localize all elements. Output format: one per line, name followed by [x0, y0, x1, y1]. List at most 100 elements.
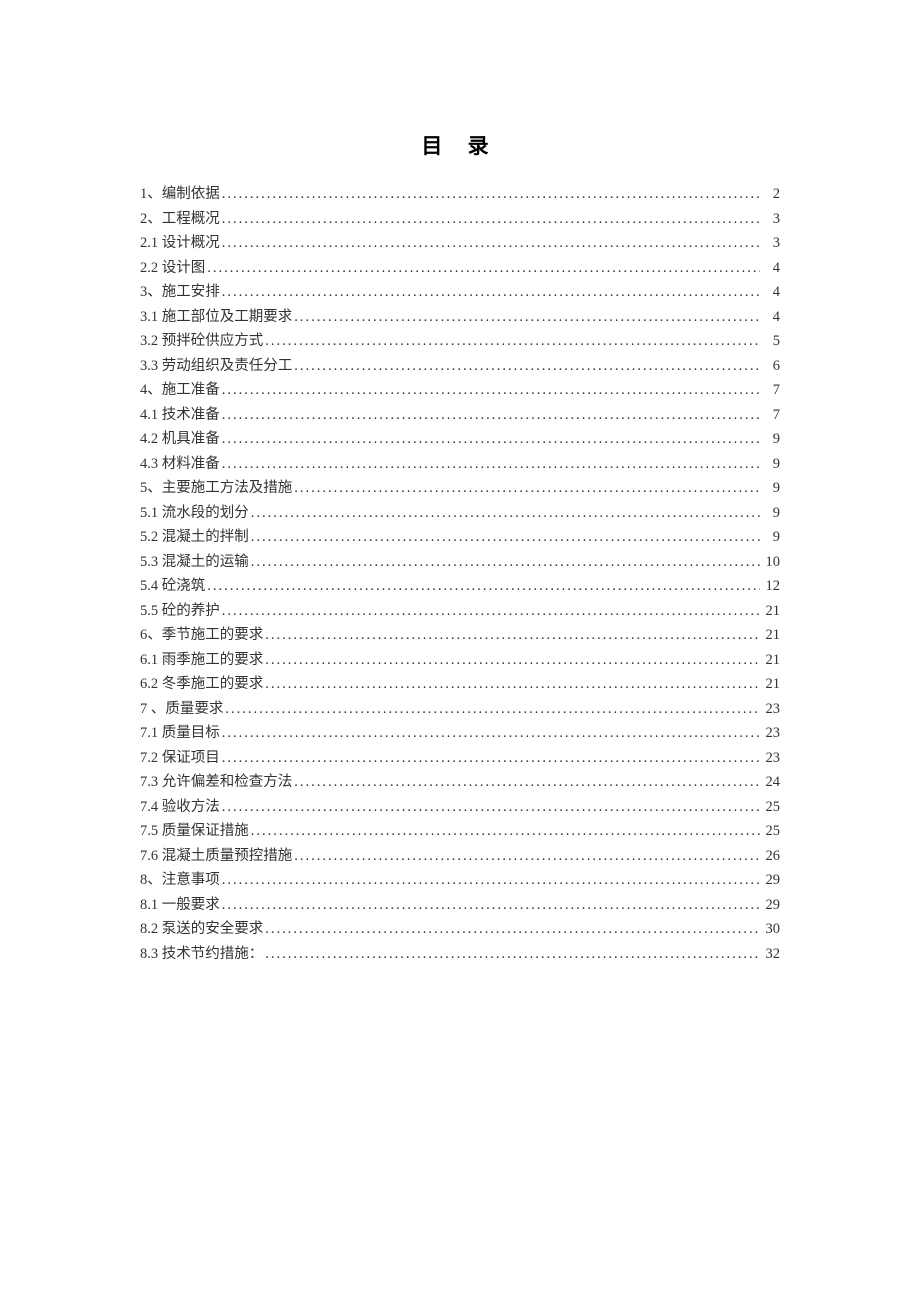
toc-dot-leader — [265, 648, 760, 673]
toc-entry-label: 5、主要施工方法及措施 — [140, 476, 292, 501]
toc-entry: 3.2 预拌砼供应方式5 — [140, 329, 780, 354]
page-container: 目 录 1、编制依据22、工程概况32.1 设计概况32.2 设计图43、施工安… — [0, 0, 920, 966]
toc-entry: 8.2 泵送的安全要求 30 — [140, 917, 780, 942]
toc-entry-page: 7 — [762, 378, 780, 403]
toc-entry: 3.3 劳动组织及责任分工6 — [140, 354, 780, 379]
toc-entry: 2.2 设计图4 — [140, 256, 780, 281]
toc-entry-page: 21 — [762, 672, 780, 697]
toc-dot-leader — [265, 942, 760, 967]
toc-dot-leader — [222, 893, 760, 918]
toc-dot-leader — [222, 721, 760, 746]
toc-entry-label: 7.1 质量目标 — [140, 721, 220, 746]
toc-entry: 7.6 混凝土质量预控措施26 — [140, 844, 780, 869]
toc-dot-leader — [222, 182, 760, 207]
toc-entry: 8.3 技术节约措施： 32 — [140, 942, 780, 967]
toc-entry-label: 1、编制依据 — [140, 182, 220, 207]
toc-entry: 7.1 质量目标23 — [140, 721, 780, 746]
toc-entry: 5.1 流水段的划分 9 — [140, 501, 780, 526]
toc-entry: 5.5 砼的养护 21 — [140, 599, 780, 624]
toc-dot-leader — [294, 305, 760, 330]
toc-entry-page: 10 — [762, 550, 780, 575]
toc-entry-page: 21 — [762, 599, 780, 624]
toc-entry: 6.1 雨季施工的要求21 — [140, 648, 780, 673]
toc-dot-leader — [222, 280, 760, 305]
toc-dot-leader — [294, 844, 760, 869]
toc-dot-leader — [265, 917, 760, 942]
toc-dot-leader — [265, 329, 760, 354]
toc-dot-leader — [222, 403, 760, 428]
toc-dot-leader — [251, 525, 760, 550]
toc-entry-label: 4、施工准备 — [140, 378, 220, 403]
toc-entry-page: 9 — [762, 501, 780, 526]
toc-entry: 5.3 混凝土的运输 10 — [140, 550, 780, 575]
toc-entry-label: 7.4 验收方法 — [140, 795, 220, 820]
toc-entry-label: 5.2 混凝土的拌制 — [140, 525, 249, 550]
toc-dot-leader — [294, 354, 760, 379]
toc-dot-leader — [222, 795, 760, 820]
toc-entry: 3.1 施工部位及工期要求 4 — [140, 305, 780, 330]
toc-entry-page: 25 — [762, 819, 780, 844]
toc-entry: 2、工程概况 3 — [140, 207, 780, 232]
toc-dot-leader — [222, 452, 760, 477]
toc-entry-page: 29 — [762, 893, 780, 918]
toc-entry-label: 2、工程概况 — [140, 207, 220, 232]
toc-entry-label: 7.3 允许偏差和检查方法 — [140, 770, 292, 795]
toc-entry-page: 5 — [762, 329, 780, 354]
toc-entry-label: 5.1 流水段的划分 — [140, 501, 249, 526]
toc-entry-page: 12 — [762, 574, 780, 599]
toc-dot-leader — [251, 819, 760, 844]
toc-dot-leader — [222, 427, 760, 452]
toc-entry-label: 7.2 保证项目 — [140, 746, 220, 771]
toc-entry-page: 9 — [762, 476, 780, 501]
toc-entry-label: 5.5 砼的养护 — [140, 599, 220, 624]
toc-entry-label: 7.6 混凝土质量预控措施 — [140, 844, 292, 869]
toc-entry-page: 29 — [762, 868, 780, 893]
toc-entry: 5、主要施工方法及措施 9 — [140, 476, 780, 501]
toc-entry-label: 8.3 技术节约措施： — [140, 942, 263, 967]
toc-dot-leader — [222, 868, 760, 893]
toc-dot-leader — [265, 623, 760, 648]
toc-entry-page: 9 — [762, 525, 780, 550]
toc-entry-label: 7.5 质量保证措施 — [140, 819, 249, 844]
toc-entry-page: 30 — [762, 917, 780, 942]
toc-entry: 8.1 一般要求 29 — [140, 893, 780, 918]
toc-entry-label: 8.2 泵送的安全要求 — [140, 917, 263, 942]
toc-dot-leader — [294, 476, 760, 501]
toc-dot-leader — [225, 697, 760, 722]
toc-entry: 4、施工准备 7 — [140, 378, 780, 403]
toc-entry: 3、施工安排 4 — [140, 280, 780, 305]
toc-entry: 6.2 冬季施工的要求21 — [140, 672, 780, 697]
toc-entry-label: 8、注意事项 — [140, 868, 220, 893]
toc-entry-label: 6、季节施工的要求 — [140, 623, 263, 648]
toc-entry-page: 3 — [762, 231, 780, 256]
toc-entry-label: 8.1 一般要求 — [140, 893, 220, 918]
toc-dot-leader — [207, 256, 760, 281]
toc-entry-label: 3、施工安排 — [140, 280, 220, 305]
toc-entry: 8、注意事项 29 — [140, 868, 780, 893]
toc-entry-page: 9 — [762, 427, 780, 452]
toc-entry-page: 4 — [762, 280, 780, 305]
toc-entry-label: 5.3 混凝土的运输 — [140, 550, 249, 575]
toc-entry: 7.5 质量保证措施 25 — [140, 819, 780, 844]
toc-entry: 7.4 验收方法25 — [140, 795, 780, 820]
toc-entry-label: 3.3 劳动组织及责任分工 — [140, 354, 292, 379]
toc-entry-page: 21 — [762, 623, 780, 648]
toc-entry: 4.2 机具准备9 — [140, 427, 780, 452]
toc-entry: 5.4 砼浇筑12 — [140, 574, 780, 599]
toc-entry-page: 3 — [762, 207, 780, 232]
toc-entry: 5.2 混凝土的拌制 9 — [140, 525, 780, 550]
toc-entry-page: 24 — [762, 770, 780, 795]
toc-dot-leader — [251, 550, 760, 575]
toc-list: 1、编制依据22、工程概况32.1 设计概况32.2 设计图43、施工安排43.… — [140, 182, 780, 966]
toc-entry-page: 32 — [762, 942, 780, 967]
toc-dot-leader — [294, 770, 760, 795]
toc-dot-leader — [222, 231, 760, 256]
toc-entry-label: 2.2 设计图 — [140, 256, 205, 281]
toc-entry: 7.2 保证项目23 — [140, 746, 780, 771]
toc-entry-page: 2 — [762, 182, 780, 207]
toc-entry-page: 4 — [762, 305, 780, 330]
toc-dot-leader — [207, 574, 760, 599]
toc-entry-label: 3.1 施工部位及工期要求 — [140, 305, 292, 330]
toc-entry-label: 4.1 技术准备 — [140, 403, 220, 428]
toc-entry-label: 6.1 雨季施工的要求 — [140, 648, 263, 673]
